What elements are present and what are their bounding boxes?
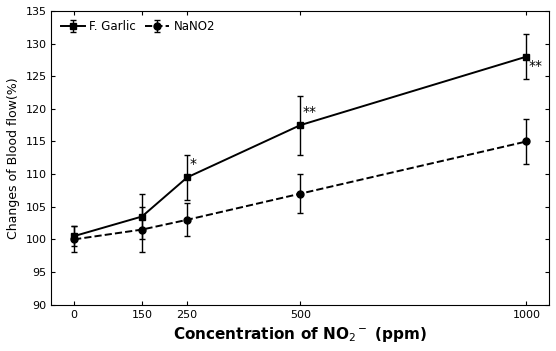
Text: **: ** xyxy=(302,105,316,119)
Text: **: ** xyxy=(529,59,543,73)
Text: *: * xyxy=(190,157,196,171)
Y-axis label: Changes of Blood flow(%): Changes of Blood flow(%) xyxy=(7,77,20,239)
Legend: F. Garlic, NaNO2: F. Garlic, NaNO2 xyxy=(57,17,219,37)
X-axis label: Concentration of NO$_2$$^-$ (ppm): Concentration of NO$_2$$^-$ (ppm) xyxy=(173,325,427,344)
